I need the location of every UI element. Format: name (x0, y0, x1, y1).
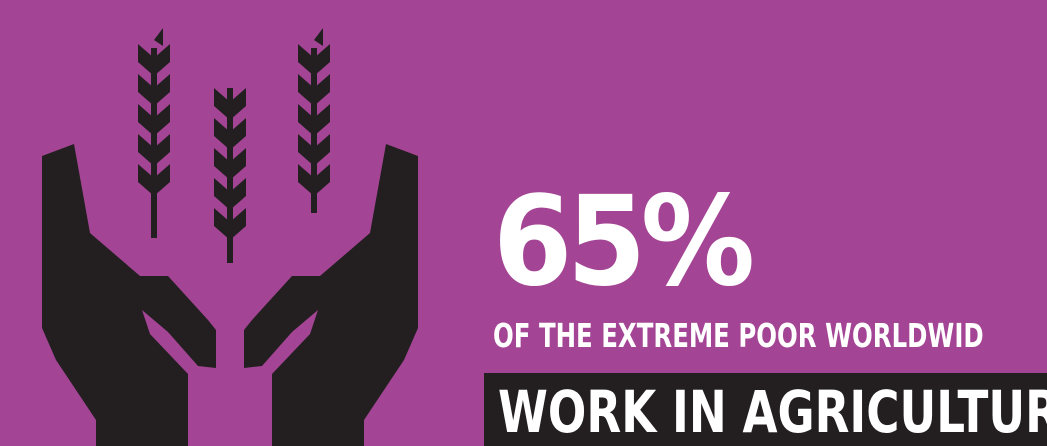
statistic-subtitle: OF THE EXTREME POOR WORLDWID (493, 316, 1047, 356)
statistic-value: 65% (493, 170, 755, 314)
statistic-banner-text: WORK IN AGRICULTURE (498, 378, 1047, 446)
hands-icon (42, 144, 418, 446)
hands-holding-wheat-icon (30, 28, 430, 446)
statistic-subtitle-text: OF THE EXTREME POOR WORLDWID (493, 316, 984, 355)
wheat-icon (138, 28, 330, 263)
statistic-banner: WORK IN AGRICULTURE (484, 373, 1047, 446)
